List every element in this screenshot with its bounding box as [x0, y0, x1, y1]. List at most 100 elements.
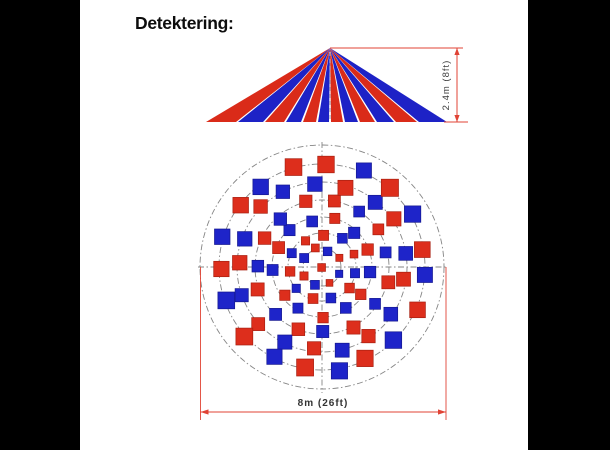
arrowhead-down-icon	[454, 115, 460, 122]
detection-zone-square-red	[299, 194, 313, 208]
top-view-coverage-circle	[198, 142, 447, 393]
detection-zone-square-red	[318, 229, 329, 241]
detection-zone-square-red	[335, 253, 344, 262]
detection-zone-square-red	[346, 320, 361, 335]
width-dimension: 8m (26ft)	[200, 267, 447, 420]
detection-zone-square-red	[232, 255, 248, 271]
detection-zone-square-red	[307, 341, 322, 356]
letterbox-right	[528, 0, 610, 450]
detection-beam-red	[330, 48, 417, 122]
detection-zone-square-blue	[310, 280, 320, 290]
detection-zone-square-blue	[269, 308, 282, 321]
detection-zone-square-red	[396, 271, 411, 287]
detection-zone-square-blue	[286, 248, 297, 259]
detection-zone-square-blue	[330, 362, 348, 380]
detection-zone-square-red	[317, 155, 335, 174]
detection-zone-square-blue	[384, 331, 403, 349]
detection-zone-square-red	[296, 358, 314, 377]
detection-zone-square-blue	[334, 342, 350, 358]
detection-beam-red	[265, 48, 330, 122]
detection-beam-red	[206, 48, 330, 122]
detection-zone-square-blue	[379, 246, 392, 259]
arrowhead-up-icon	[454, 48, 460, 55]
detection-zone-square-red	[307, 293, 319, 304]
detection-zone-square-red	[311, 243, 320, 253]
detection-zone-square-blue	[266, 348, 283, 365]
detection-zone-square-blue	[353, 205, 365, 218]
detection-zone-square-blue	[252, 178, 269, 196]
detection-zone-square-red	[213, 260, 230, 278]
side-view-beam-fan	[206, 48, 447, 122]
detection-zone-square-blue	[234, 288, 249, 303]
detection-zone-square-red	[414, 241, 431, 258]
detection-zone-square-red	[328, 194, 341, 208]
detection-zone-square-red	[232, 197, 249, 214]
detection-zone-square-blue	[299, 253, 310, 263]
detection-zone-square-blue	[340, 302, 352, 314]
detection-zone-square-red	[284, 266, 296, 277]
detection-zone-square-red	[386, 211, 402, 227]
detection-zone-square-blue	[350, 268, 360, 279]
detection-zone-square-blue	[335, 269, 344, 278]
detection-zone-square-blue	[306, 215, 318, 228]
arrowhead-left-icon	[200, 409, 209, 415]
detection-zone-square-red	[250, 282, 265, 297]
detection-zone-square-blue	[275, 184, 290, 199]
detection-beam-blue	[330, 48, 394, 122]
detection-zone-square-red	[317, 263, 326, 272]
detection-zone-square-blue	[283, 224, 296, 237]
detection-zone-square-red	[299, 271, 309, 281]
detection-zone-square-red	[291, 322, 306, 336]
detection-zone-square-red	[325, 279, 334, 287]
detection-zone-square-red	[337, 179, 354, 196]
detection-beam-red	[330, 48, 375, 122]
detection-zone-square-blue	[363, 265, 377, 279]
detection-zone-square-blue	[266, 264, 279, 276]
page-title: Detektering:	[135, 13, 234, 33]
detection-zone-square-blue	[214, 228, 231, 245]
detection-zone-square-red	[272, 241, 285, 254]
detection-zone-square-blue	[348, 226, 361, 239]
detection-zone-square-red	[251, 317, 266, 331]
detection-zone-square-red	[381, 275, 396, 290]
detection-zone-square-red	[279, 289, 291, 301]
detection-zone-square-blue	[383, 306, 399, 322]
detection-zone-square-blue	[316, 325, 330, 338]
detection-zone-square-red	[235, 327, 254, 346]
detection-zone-square-blue	[325, 292, 337, 304]
detection-zone-square-blue	[322, 246, 333, 257]
detection-zone-square-red	[344, 282, 355, 294]
detection-zone-square-red	[349, 249, 359, 259]
detection-zone-square-red	[409, 301, 426, 319]
detection-zone-square-blue	[217, 291, 236, 310]
detection-zone-square-blue	[237, 231, 253, 247]
detection-zone-square-blue	[291, 283, 301, 293]
detection-zone-square-blue	[367, 194, 383, 210]
width-dimension-label: 8m (26ft)	[298, 398, 349, 409]
detection-beam-blue	[318, 48, 330, 122]
detection-zone-square-red	[301, 236, 311, 246]
detection-zone-square-blue	[277, 334, 293, 350]
detection-zone-square-blue	[355, 162, 372, 179]
arrowhead-right-icon	[438, 409, 446, 415]
detection-beam-blue	[238, 48, 330, 122]
detection-zone-square-red	[257, 231, 272, 245]
detection-zone-square-red	[361, 243, 374, 256]
detection-beam-red	[303, 48, 330, 122]
detection-zone-square-red	[380, 178, 399, 197]
detection-zone-square-blue	[292, 302, 304, 314]
detection-zone-square-blue	[416, 266, 433, 283]
detection-zone-square-blue	[273, 212, 287, 226]
letterbox-left	[0, 0, 80, 450]
detection-beam-red	[330, 48, 343, 122]
detection-zone-square-red	[329, 212, 341, 224]
detection-zone-square-red	[355, 288, 367, 300]
detection-zone-square-blue	[398, 246, 413, 261]
detection-zone-square-red	[361, 329, 376, 344]
detection-zone-square-red	[317, 312, 329, 324]
detection-zone-square-blue	[404, 205, 422, 223]
detection-zone-square-red	[356, 349, 374, 367]
detection-beam-blue	[330, 48, 358, 122]
